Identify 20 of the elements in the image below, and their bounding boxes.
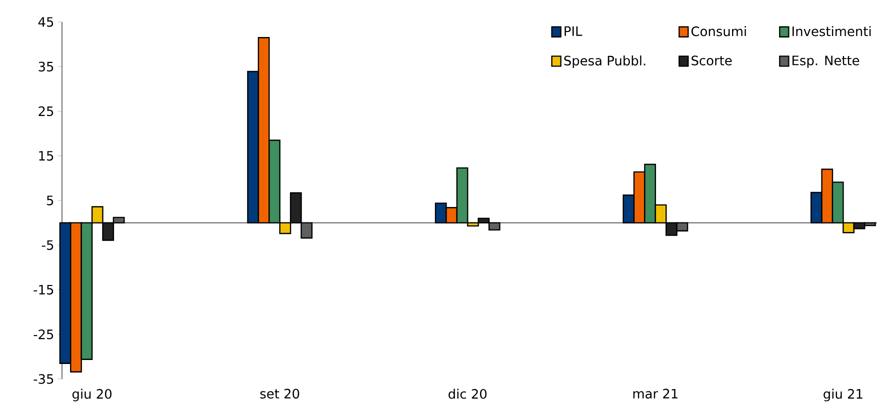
y-tick-label: -5	[42, 240, 54, 250]
y-tick-label: -35	[34, 374, 54, 384]
y-tick-label: 5	[46, 196, 54, 206]
x-tick-label: dic 20	[448, 388, 487, 399]
y-tick-label: 15	[39, 151, 54, 161]
legend-label: PIL	[564, 26, 582, 36]
legend-label: Investimenti	[792, 26, 871, 36]
legend-label: Consumi	[691, 26, 746, 36]
x-tick-label: giu 21	[824, 388, 862, 402]
x-tick-label: mar 21	[633, 388, 678, 399]
y-tick-label: -25	[34, 329, 54, 340]
legend-label: Scorte	[692, 56, 732, 66]
y-tick-label: 45	[38, 17, 54, 27]
x-tick-label: giu 20	[72, 388, 112, 402]
y-tick-label: -15	[34, 284, 54, 295]
x-tick-label: set 20	[260, 388, 300, 399]
y-tick-label: 25	[38, 106, 54, 116]
legend-label: Esp. Nette	[792, 56, 860, 68]
y-tick-label: 35	[38, 62, 54, 72]
legend-label: Spesa Pubbl.	[564, 55, 646, 68]
